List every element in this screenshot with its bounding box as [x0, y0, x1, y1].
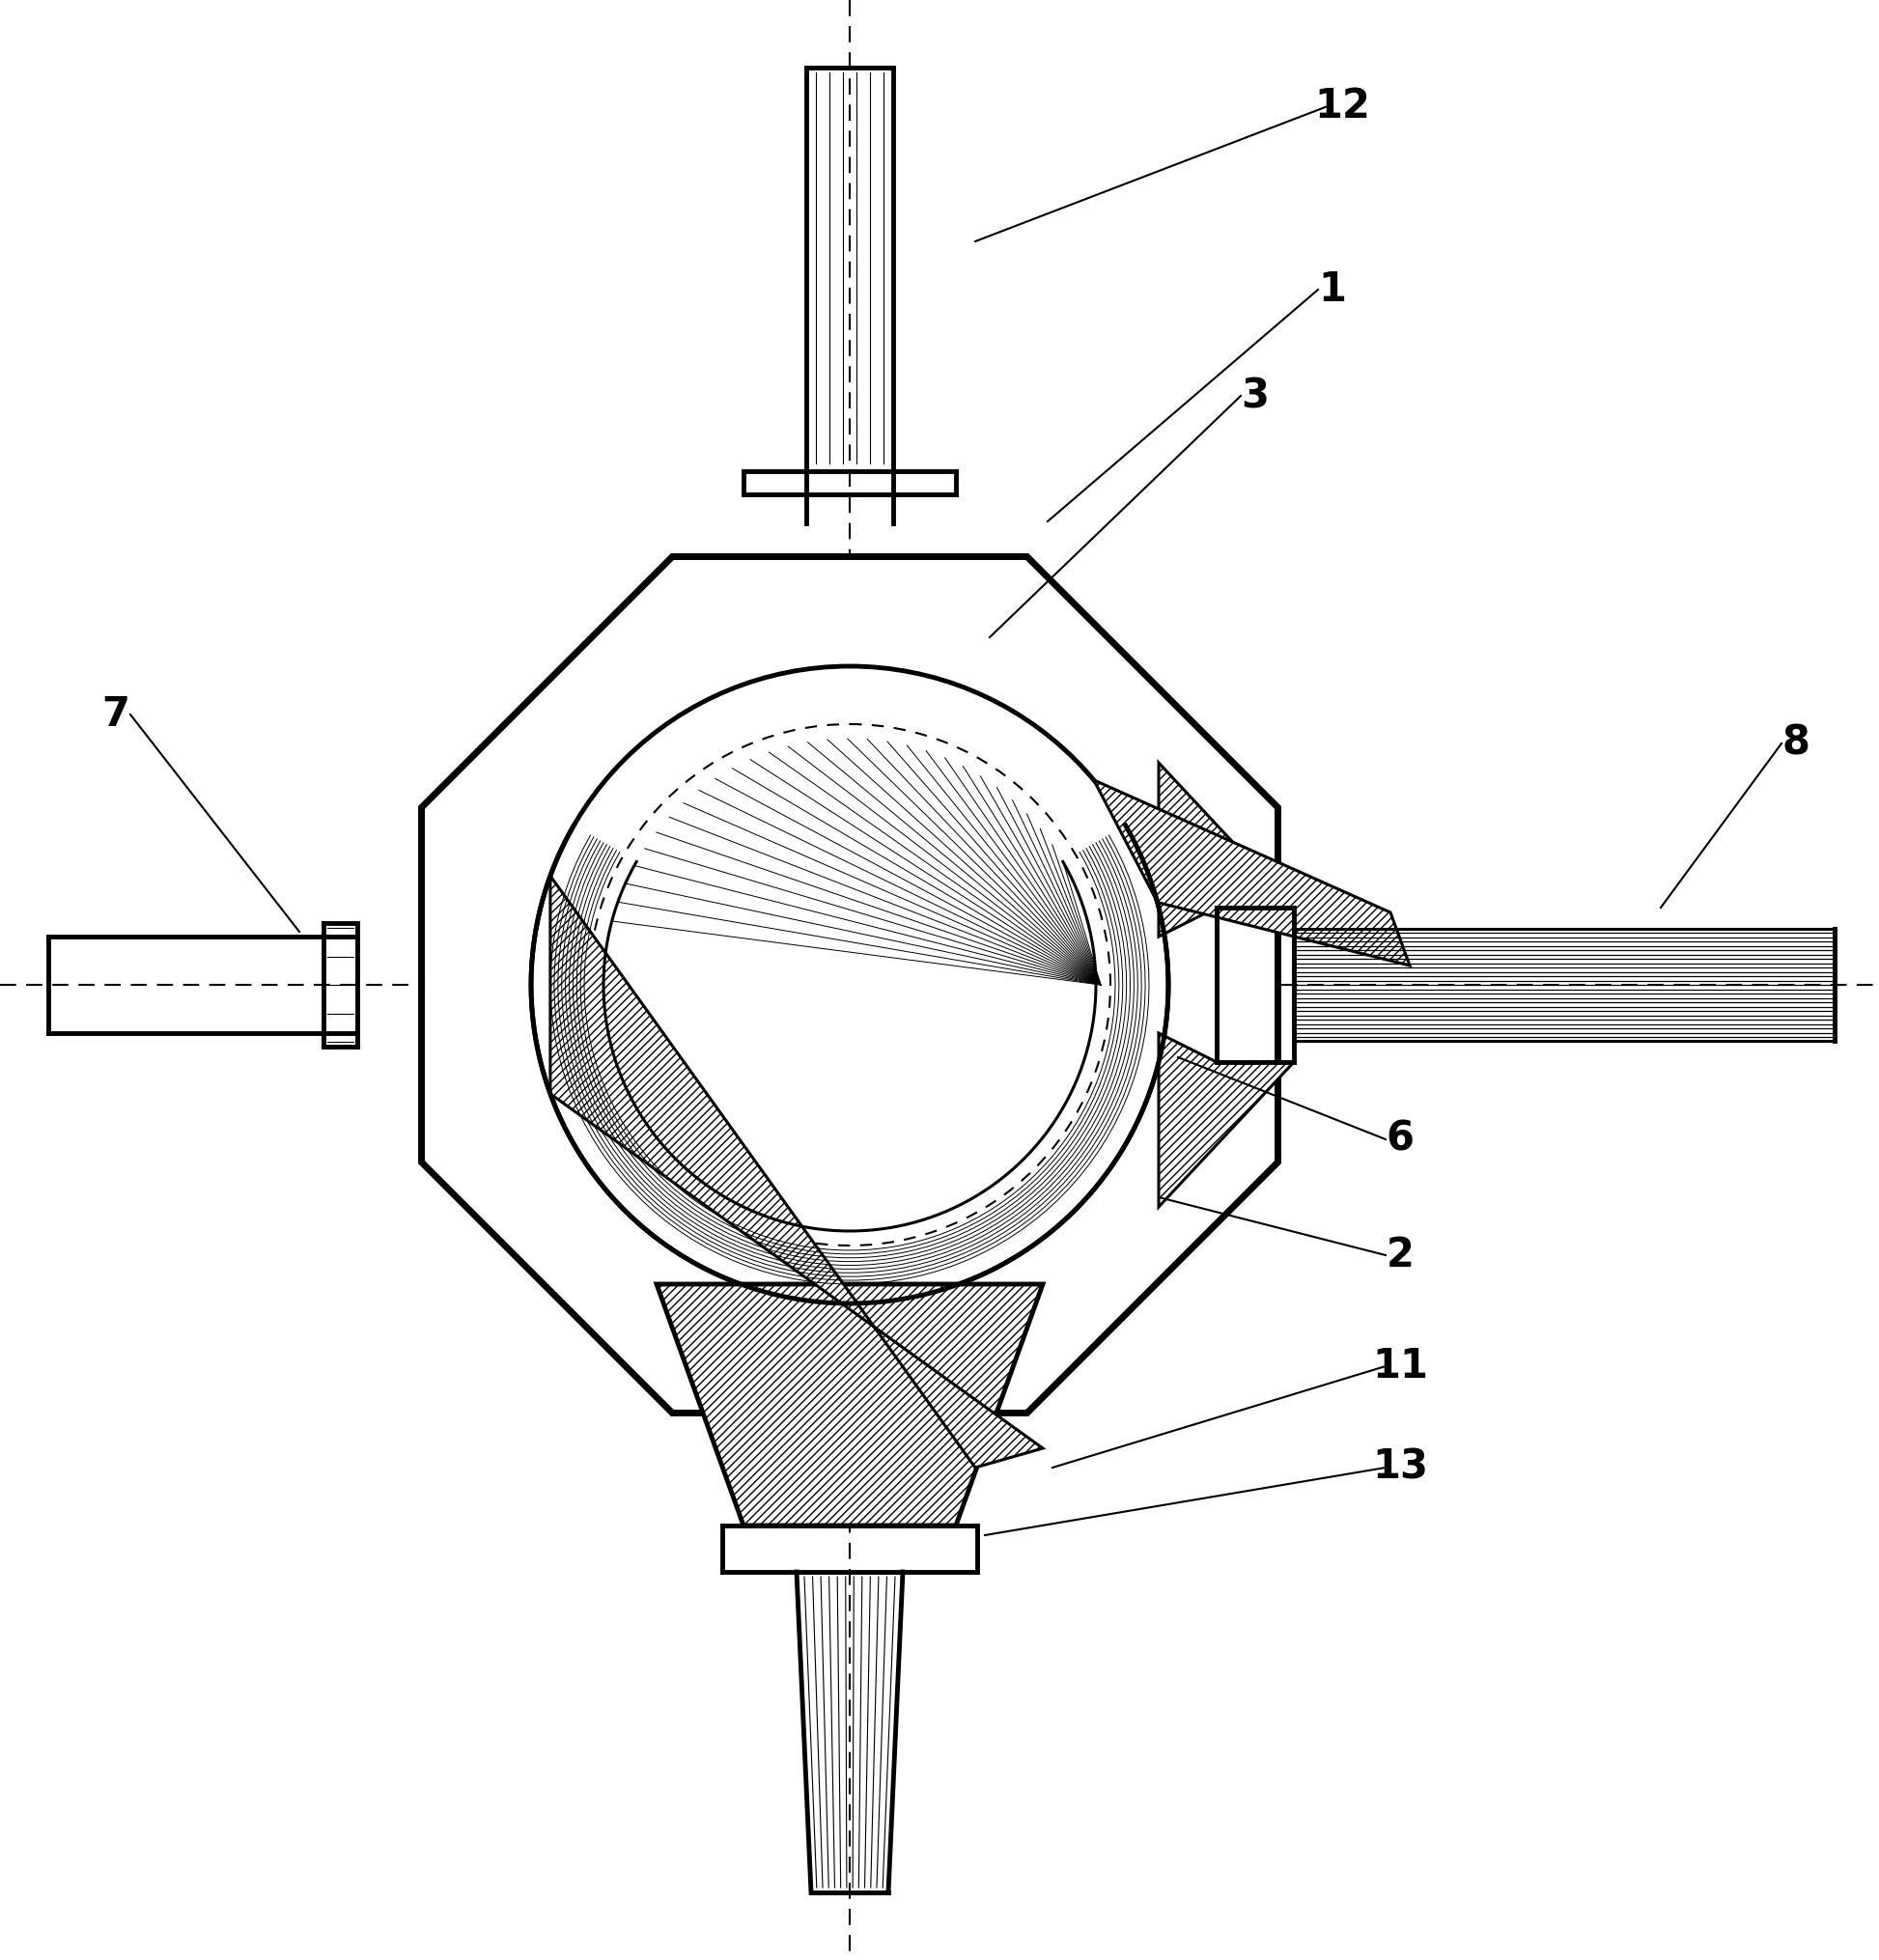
Polygon shape [1159, 1033, 1295, 1207]
Text: 2: 2 [1387, 1235, 1415, 1276]
Polygon shape [656, 1284, 1043, 1525]
Polygon shape [421, 557, 1278, 1413]
Text: 8: 8 [1781, 723, 1809, 764]
Text: 6: 6 [1387, 1119, 1415, 1160]
Text: 13: 13 [1372, 1446, 1428, 1488]
Circle shape [532, 666, 1169, 1303]
Polygon shape [551, 876, 1043, 1468]
Text: 3: 3 [1242, 376, 1268, 416]
Text: 1: 1 [1319, 269, 1347, 310]
Text: 7: 7 [101, 694, 130, 735]
Text: 12: 12 [1313, 86, 1370, 127]
Polygon shape [1159, 762, 1295, 937]
Text: 11: 11 [1372, 1347, 1428, 1386]
Polygon shape [1094, 780, 1409, 966]
